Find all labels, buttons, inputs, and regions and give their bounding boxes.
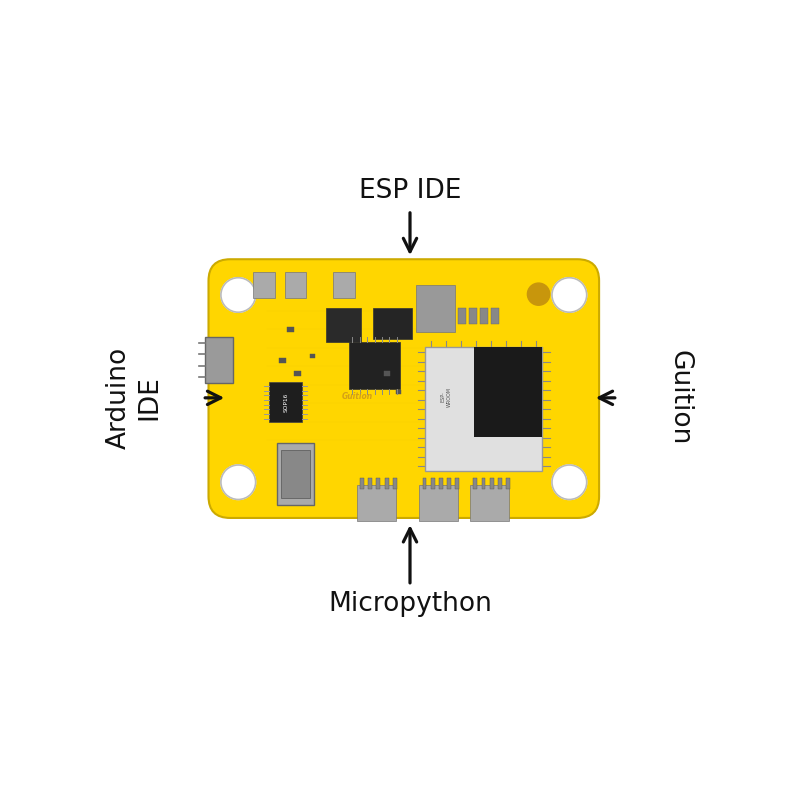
Circle shape (221, 278, 256, 312)
Bar (282, 450, 310, 498)
Text: Micropython: Micropython (328, 591, 492, 618)
Bar (277, 443, 314, 505)
Bar (430, 478, 434, 489)
Bar (470, 308, 478, 324)
Bar (447, 478, 451, 489)
Bar (474, 478, 478, 489)
Bar (285, 272, 306, 298)
Bar (373, 308, 412, 339)
Text: ESP IDE: ESP IDE (359, 178, 461, 205)
Bar (439, 478, 443, 489)
Bar (377, 478, 381, 489)
Bar (393, 478, 397, 489)
Bar (491, 308, 499, 324)
Bar (426, 347, 542, 471)
Text: ESP-
WROOM: ESP- WROOM (441, 387, 452, 407)
Bar (357, 485, 396, 521)
Bar (482, 478, 486, 489)
Text: SOP16: SOP16 (283, 393, 288, 412)
Text: Guition: Guition (666, 350, 693, 446)
Bar (385, 478, 389, 489)
Bar (419, 485, 458, 521)
Circle shape (552, 465, 586, 499)
Bar (279, 358, 286, 362)
Bar (206, 337, 234, 383)
Bar (474, 347, 542, 437)
FancyBboxPatch shape (209, 259, 599, 518)
Circle shape (527, 283, 550, 306)
Circle shape (221, 465, 256, 499)
Bar (286, 326, 294, 332)
Bar (490, 478, 494, 489)
Bar (360, 478, 364, 489)
Circle shape (552, 278, 586, 312)
Bar (470, 485, 510, 521)
Bar (349, 342, 400, 389)
Bar (368, 478, 372, 489)
Bar (326, 308, 361, 342)
Bar (254, 272, 275, 298)
Bar (458, 308, 466, 324)
Bar (310, 354, 315, 358)
Bar (422, 478, 426, 489)
Bar (480, 308, 488, 324)
Bar (498, 478, 502, 489)
Text: Arduino
IDE: Arduino IDE (106, 346, 162, 449)
Bar (294, 371, 301, 376)
Bar (455, 478, 459, 489)
Bar (396, 390, 401, 394)
Bar (506, 478, 510, 489)
Bar (269, 382, 302, 422)
Bar (334, 272, 355, 298)
Bar (415, 285, 454, 332)
Text: Guition: Guition (342, 392, 373, 401)
Bar (384, 371, 390, 376)
